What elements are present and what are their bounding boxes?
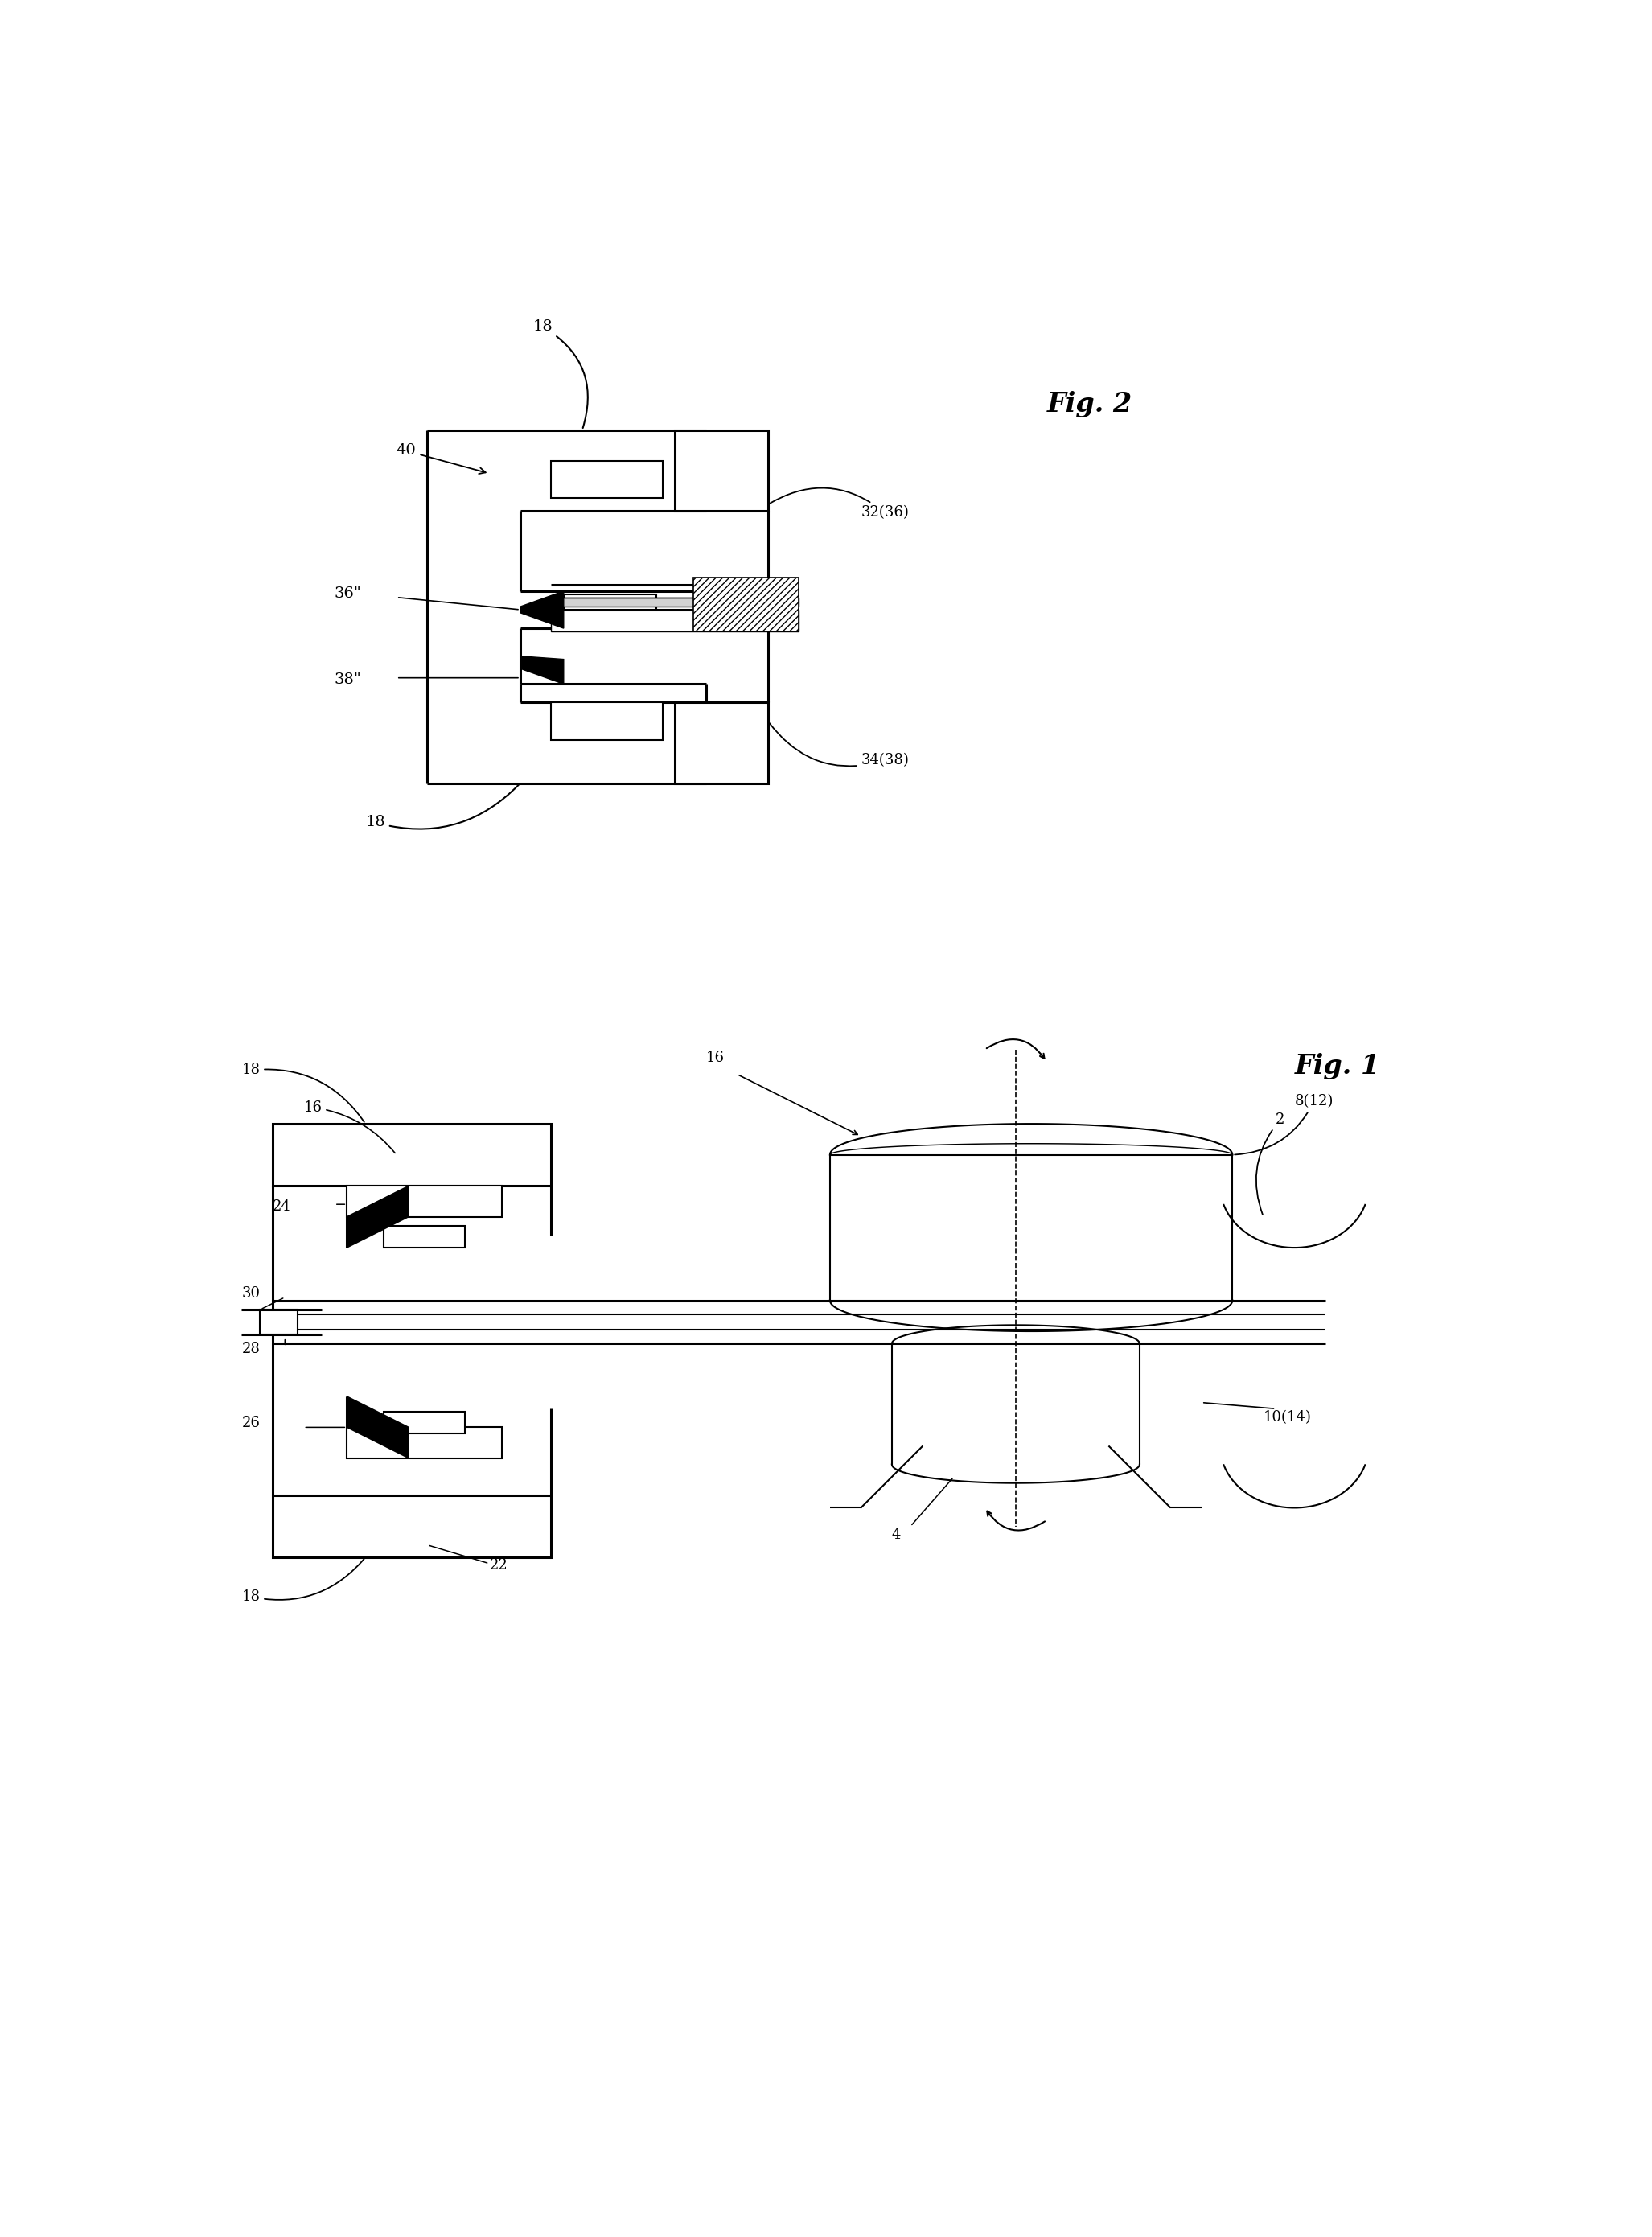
Text: 40: 40 — [396, 443, 486, 474]
Text: 28: 28 — [241, 1342, 259, 1356]
Polygon shape — [347, 1186, 408, 1248]
Text: 2: 2 — [1256, 1112, 1285, 1215]
Text: 4: 4 — [892, 1528, 900, 1541]
Bar — [552, 702, 662, 740]
Bar — [347, 1427, 502, 1459]
Bar — [552, 597, 800, 606]
Text: 32(36): 32(36) — [770, 488, 909, 519]
Bar — [383, 1226, 464, 1248]
Text: 18: 18 — [365, 785, 519, 830]
Polygon shape — [520, 591, 563, 629]
Bar — [676, 702, 768, 783]
Text: 10(14): 10(14) — [1264, 1409, 1312, 1425]
Text: Fig. 2: Fig. 2 — [1047, 391, 1132, 416]
Text: 26: 26 — [241, 1416, 259, 1429]
Text: 36": 36" — [334, 586, 362, 600]
Bar — [694, 577, 800, 631]
Bar — [552, 461, 662, 499]
Text: 34(38): 34(38) — [770, 723, 909, 767]
Polygon shape — [347, 1396, 408, 1459]
Text: 16: 16 — [705, 1051, 725, 1065]
Text: 38": 38" — [334, 673, 362, 687]
Bar — [273, 1123, 552, 1186]
Bar — [676, 430, 768, 510]
Bar — [259, 1309, 297, 1335]
Text: 24: 24 — [273, 1199, 291, 1215]
Text: 18: 18 — [241, 1559, 363, 1604]
Bar — [383, 1412, 464, 1434]
Text: 16: 16 — [304, 1101, 395, 1152]
Text: 8(12): 8(12) — [1234, 1094, 1333, 1154]
Text: Fig. 1: Fig. 1 — [1295, 1054, 1379, 1080]
Polygon shape — [520, 655, 563, 685]
Bar — [829, 1154, 1232, 1300]
Bar — [552, 611, 800, 631]
Bar — [563, 595, 656, 622]
Text: 18: 18 — [532, 320, 588, 427]
Bar — [273, 1494, 552, 1557]
Text: 18: 18 — [241, 1063, 363, 1123]
Bar — [347, 1186, 502, 1217]
Text: 30: 30 — [241, 1286, 259, 1300]
Text: 22: 22 — [489, 1559, 507, 1573]
